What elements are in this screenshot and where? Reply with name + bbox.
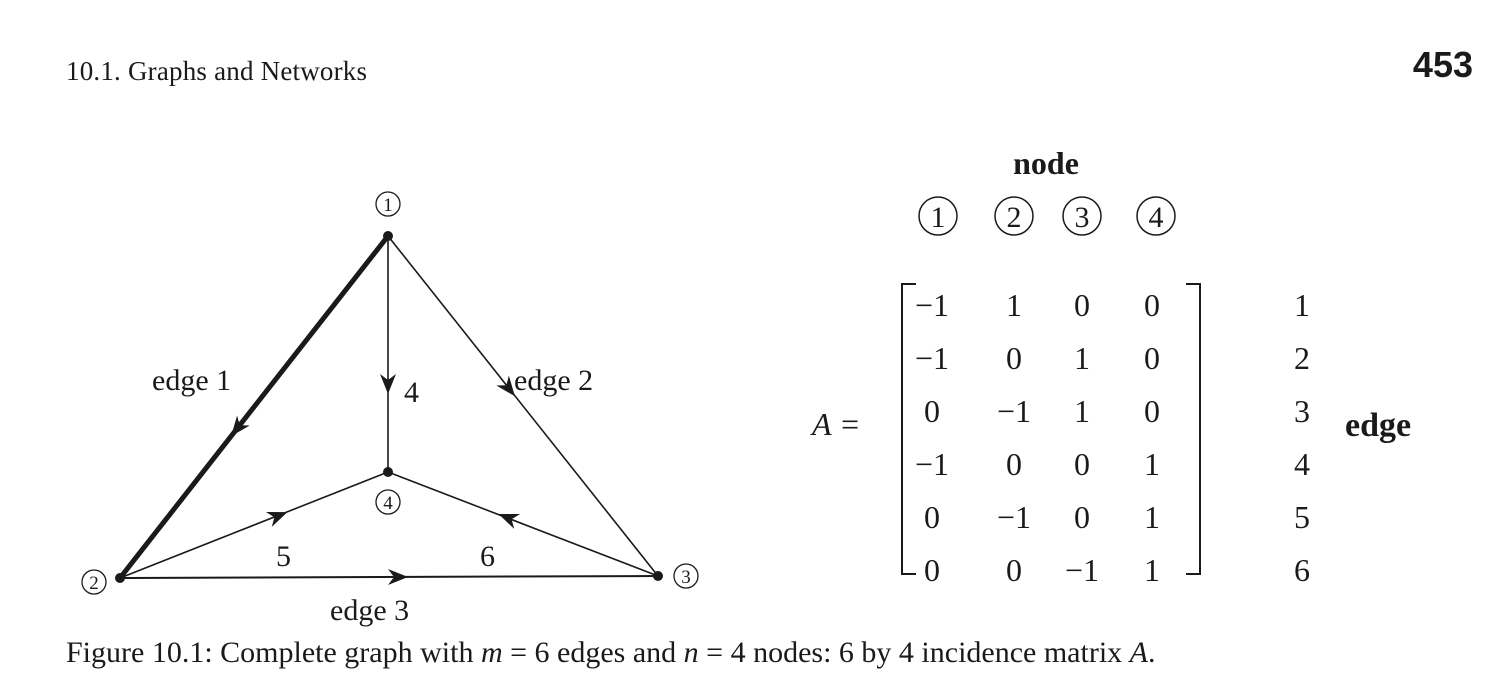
matrix-row-label: 4: [1294, 446, 1310, 482]
matrix-cell: 0: [1074, 287, 1090, 323]
left-bracket: [901, 283, 916, 575]
matrix-cell: 0: [1006, 446, 1022, 482]
edge-2-arrow: [491, 366, 515, 397]
caption-m-equals: = 6 edges and: [502, 636, 684, 669]
matrix-cell: 0: [1144, 287, 1160, 323]
graph-figure: 1 2 3 4 edge 1 edge 2 edge 3 4 5 6: [81, 191, 699, 627]
node-label-1: 1: [375, 191, 401, 217]
column-label-2: 2: [994, 196, 1034, 236]
caption-suffix: .: [1148, 636, 1156, 669]
edge-6-arrow: [498, 514, 537, 530]
matrix-cell: −1: [915, 340, 949, 376]
matrix-node-header: node: [1013, 145, 1079, 181]
caption-a-variable: A: [1129, 636, 1148, 669]
edge-6-label: 6: [480, 540, 495, 573]
matrix-cell: −1: [997, 499, 1031, 535]
section-header: 10.1. Graphs and Networks: [66, 56, 368, 86]
caption-n-equals: = 4 nodes: 6 by 4 incidence matrix: [698, 636, 1130, 669]
matrix-row-label: 1: [1294, 287, 1310, 323]
edge-3-label: edge 3: [330, 594, 409, 627]
column-label-4-text: 4: [1149, 201, 1164, 234]
column-label-4: 4: [1136, 196, 1176, 236]
matrix-name: A =: [810, 406, 861, 442]
right-bracket: [1186, 283, 1201, 575]
node-label-4: 4: [375, 489, 401, 515]
matrix-cell: 1: [1074, 393, 1090, 429]
node-dot-1: [383, 231, 393, 241]
edge-1-arrow: [231, 406, 255, 437]
matrix-cell: 0: [1074, 499, 1090, 535]
node-dot-3: [653, 571, 663, 581]
matrix-cell: 0: [1144, 393, 1160, 429]
node-label-3-text: 3: [681, 567, 691, 588]
column-label-1-text: 1: [931, 201, 946, 234]
matrix-cell: −1: [1065, 552, 1099, 588]
matrix-row-label: 3: [1294, 393, 1310, 429]
matrix-row-label: 2: [1294, 340, 1310, 376]
matrix-cell: 0: [1006, 340, 1022, 376]
node-label-1-text: 1: [383, 195, 393, 216]
matrix-cell: 0: [924, 393, 940, 429]
matrix-cell: −1: [915, 287, 949, 323]
caption-prefix: Figure 10.1: Complete graph with: [66, 636, 481, 669]
edge-4-label: 4: [404, 376, 419, 409]
node-dot-4: [383, 467, 393, 477]
matrix-cell: 0: [1074, 446, 1090, 482]
matrix-cell: 1: [1074, 340, 1090, 376]
matrix-cells: −1 1 0 0 −1 0 1 0 0 −1 1 0 −1 0 0 1 0 −1 0 1 0 0 −1 1: [915, 287, 1160, 588]
matrix-cell: 1: [1144, 552, 1160, 588]
matrix-cell: −1: [997, 393, 1031, 429]
node-dot-2: [115, 573, 125, 583]
node-label-2-text: 2: [89, 573, 99, 594]
matrix-cell: 0: [924, 552, 940, 588]
node-label-3: 3: [673, 563, 699, 589]
column-label-3-text: 3: [1075, 201, 1090, 234]
matrix-cell: 1: [1006, 287, 1022, 323]
edge-1-label: edge 1: [152, 364, 231, 397]
caption-m-variable: m: [480, 636, 503, 669]
matrix-row-label: 6: [1294, 552, 1310, 588]
matrix-cell: 0: [1006, 552, 1022, 588]
incidence-matrix-figure: node 1 2 3 4 A = −1 1 0 0−1 0 1 00 −1 1 0−1 0 0 10 −1…: [810, 145, 1411, 588]
edge-5-arrow: [241, 511, 288, 531]
matrix-row-label: 5: [1294, 499, 1310, 535]
column-label-2-text: 2: [1007, 201, 1022, 234]
node-label-4-text: 4: [383, 493, 393, 514]
caption-n-variable: n: [683, 636, 699, 669]
matrix-cell: 0: [1144, 340, 1160, 376]
matrix-edge-side-label: edge: [1345, 407, 1411, 444]
page-number: 453: [1412, 44, 1473, 85]
edge-2-label: edge 2: [514, 364, 593, 397]
matrix-cell: −1: [915, 446, 949, 482]
column-label-1: 1: [918, 196, 958, 236]
matrix-cell: 0: [924, 499, 940, 535]
matrix-cell: 1: [1144, 446, 1160, 482]
matrix-cell: 1: [1144, 499, 1160, 535]
column-label-3: 3: [1062, 196, 1102, 236]
figure-caption: Figure 10.1: Complete graph with m = 6 e…: [66, 636, 1156, 670]
node-label-2: 2: [81, 569, 107, 595]
edge-5-label: 5: [276, 540, 291, 573]
edge-2-line: [387, 235, 659, 577]
row-labels: 1 2 3 4 5 6: [1294, 287, 1310, 588]
